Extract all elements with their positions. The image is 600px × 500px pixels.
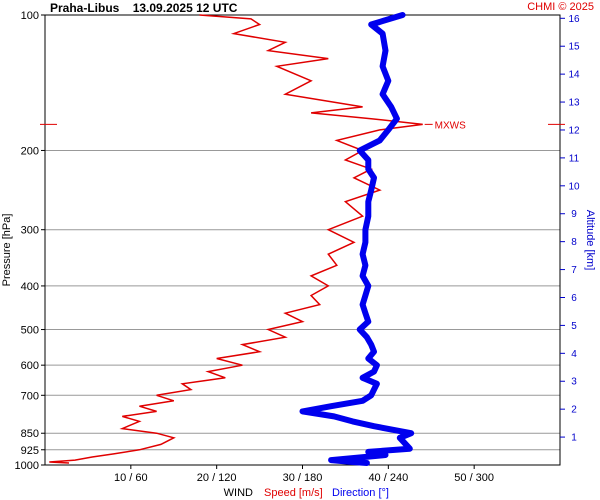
altitude-tick-label: 6: [571, 293, 577, 304]
altitude-tick-label: 13: [568, 98, 580, 109]
pressure-tick-label: 1000: [15, 460, 39, 472]
altitude-axis-label: Altitude [km]: [584, 210, 596, 271]
direction-series-line: [299, 12, 415, 466]
copyright-label: CHMI © 2025: [527, 1, 594, 13]
altitude-tick-label: 5: [571, 321, 577, 332]
wind-tick-label: 50 / 300: [454, 472, 494, 484]
pressure-tick-label: 200: [21, 145, 39, 157]
station-title: Praha-Libus 13.09.2025 12 UTC: [50, 1, 237, 15]
wind-tick-label: 10 / 60: [114, 472, 148, 484]
pressure-tick-label: 600: [21, 360, 39, 372]
grid-lines: [45, 149, 560, 451]
altitude-tick-label: 11: [569, 153, 580, 164]
x-axis-label: WIND: [224, 487, 253, 499]
wind-tick-label: 20 / 120: [197, 472, 237, 484]
altitude-tick-label: 12: [568, 125, 580, 136]
sounding-datetime: 13.09.2025 12 UTC: [132, 1, 238, 15]
pressure-tick-label: 925: [21, 445, 39, 457]
speed-legend: Speed [m/s]: [264, 487, 323, 499]
altitude-tick-label: 14: [568, 70, 580, 81]
pressure-axis: 100 200 300 400 500 600 700 850 925 1000: [15, 10, 45, 472]
station-name: Praha-Libus: [50, 1, 120, 15]
altitude-tick-label: 2: [571, 405, 577, 416]
altitude-tick-label: 1: [571, 433, 577, 444]
altitude-tick-label: 15: [568, 42, 580, 53]
pressure-tick-label: 300: [21, 225, 39, 237]
y-axis-label: Pressure [hPa]: [1, 214, 13, 287]
pressure-tick-label: 700: [21, 390, 39, 402]
wind-tick-label: 40 / 240: [368, 472, 408, 484]
pressure-tick-label: 500: [21, 325, 39, 337]
pressure-tick-label: 100: [21, 10, 39, 22]
altitude-tick-label: 8: [571, 237, 577, 248]
mxws-label: MXWS: [435, 120, 466, 131]
altitude-tick-label: 9: [571, 209, 577, 220]
direction-legend: Direction [°]: [332, 487, 389, 499]
altitude-tick-label: 3: [571, 377, 577, 388]
wind-axis: 10 / 60 20 / 120 30 / 180 40 / 240 50 / 300: [114, 465, 494, 484]
pressure-tick-label: 850: [21, 428, 39, 440]
altitude-tick-label: 7: [571, 265, 577, 276]
altitude-tick-label: 10: [568, 181, 580, 192]
wind-tick-label: 30 / 180: [283, 472, 323, 484]
speed-series-line: [49, 14, 423, 464]
altitude-tick-label: 16: [568, 14, 580, 25]
plot-frame: [44, 14, 561, 466]
altitude-tick-label: 4: [571, 349, 577, 360]
pressure-tick-label: 400: [21, 281, 39, 293]
